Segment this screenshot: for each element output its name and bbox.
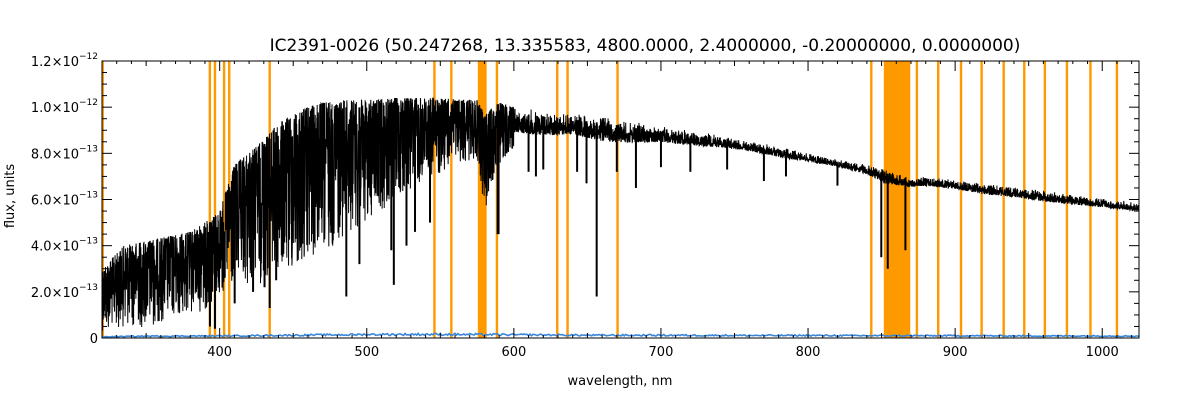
x-tick-label: 900 <box>943 345 968 360</box>
x-axis-label: wavelength, nm <box>568 374 673 389</box>
y-tick-label: 4.0×10−13 <box>31 237 98 255</box>
flux-line <box>101 96 1140 331</box>
x-tick-label: 500 <box>354 345 379 360</box>
masked-band <box>477 61 487 338</box>
y-tick-label: 1.2×10−12 <box>31 52 98 70</box>
y-tick-label: 2.0×10−13 <box>31 283 98 301</box>
y-axis: 0 2.0×10−13 4.0×10−13 6.0×10−13 8.0×10−13 1.0… <box>31 52 1139 347</box>
x-tick-label: 600 <box>501 345 526 360</box>
flux-series <box>101 96 1140 331</box>
x-tick-label: 400 <box>207 345 232 360</box>
y-axis-label: flux, units <box>3 164 18 229</box>
error-line <box>101 332 1140 338</box>
y-tick-label: 8.0×10−13 <box>31 144 98 162</box>
chart-title: IC2391-0026 (50.247268, 13.335583, 4800.… <box>270 36 1021 56</box>
y-tick-label: 6.0×10−13 <box>31 191 98 209</box>
error-series <box>101 332 1140 338</box>
masked-regions <box>101 61 1119 338</box>
x-tick-label: 700 <box>649 345 674 360</box>
x-tick-label: 800 <box>796 345 821 360</box>
x-tick-label: 1000 <box>1086 345 1119 360</box>
y-tick-label: 0 <box>90 332 98 347</box>
x-axis: 400 500 600 700 800 900 1000 <box>116 61 1133 360</box>
y-tick-label: 1.0×10−12 <box>31 98 98 116</box>
